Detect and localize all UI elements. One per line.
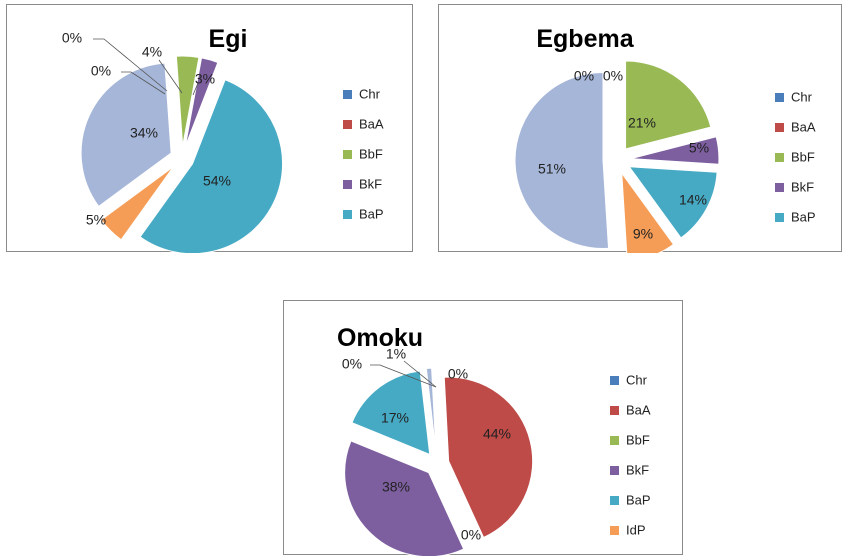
pie-slice-omoku-1 — [443, 376, 534, 539]
data-label-omoku-5: 0% — [448, 366, 468, 382]
legend-swatch-omoku-bap — [610, 496, 619, 505]
legend-swatch-omoku-baa — [610, 406, 619, 415]
data-label-egi-5: 5% — [86, 212, 106, 228]
legend-label-omoku-bap: BaP — [626, 492, 651, 507]
pie-chart-omoku-canvas: Omoku 0% 44% 0% 38% 17% 0% 1% Chr BaA BbF BkF BaP IdP — [337, 324, 651, 556]
chart-title-egbema: Egbema — [536, 25, 634, 53]
legend-swatch-egbema-chr — [775, 93, 784, 102]
legend-swatch-egi-bbf — [343, 150, 352, 159]
data-label-omoku-2: 0% — [461, 527, 481, 543]
legend-swatch-egi-chr — [343, 90, 352, 99]
leader-line-egi-0 — [93, 38, 168, 92]
data-label-egi-1: 0% — [91, 63, 111, 79]
legend-swatch-egi-bap — [343, 210, 352, 219]
legend-swatch-omoku-idp — [610, 526, 619, 535]
data-label-egi-0: 0% — [62, 30, 82, 46]
data-label-omoku-0: 0% — [342, 356, 362, 372]
data-label-egbema-1: 0% — [603, 68, 623, 84]
pie-slice-egbema-3 — [630, 136, 720, 165]
pie-slice-egbema-2 — [625, 60, 712, 150]
pie-chart-egbema-canvas: Egbema 0% 0% 21% 5% 14% 9% 51% Chr BaA BbF BkF BaP — [514, 25, 816, 253]
legend-label-omoku-chr: Chr — [626, 372, 648, 387]
legend-swatch-egbema-bbf — [775, 153, 784, 162]
data-label-egbema-2: 21% — [628, 115, 656, 131]
pie-slice-egbema-5 — [621, 171, 675, 253]
legend-swatch-egbema-baa — [775, 123, 784, 132]
pie-chart-egbema: Egbema 0% 0% 21% 5% 14% 9% 51% Chr BaA BbF BkF BaP — [438, 4, 842, 253]
legend-label-egi-chr: Chr — [359, 86, 381, 101]
pie-chart-omoku: Omoku 0% 44% 0% 38% 17% 0% 1% Chr BaA BbF BkF BaP IdP — [283, 300, 683, 556]
data-label-egi-4: 54% — [203, 173, 231, 189]
leader-line-egi-2 — [158, 59, 183, 94]
data-label-omoku-1: 44% — [483, 426, 511, 442]
pie-chart-egi-canvas: Egi 0% 0% 4% 3% 54% 5% 34% Chr BaA BbF BkF BaP — [62, 25, 384, 253]
pie-slice-egbema-6 — [514, 71, 610, 249]
legend-label-egbema-bap: BaP — [791, 209, 816, 224]
leader-line-omoku-6 — [403, 360, 437, 388]
legend-label-egi-baa: BaA — [359, 116, 384, 131]
legend-label-egbema-chr: Chr — [791, 89, 813, 104]
legend-label-egi-bap: BaP — [359, 206, 384, 221]
data-label-omoku-4: 17% — [381, 410, 409, 426]
pie-slice-egi-2 — [175, 55, 200, 147]
legend-swatch-omoku-bkf — [610, 466, 619, 475]
pie-slice-egi-3 — [184, 57, 219, 147]
legend-label-omoku-bkf: BkF — [626, 462, 649, 477]
chart-title-omoku: Omoku — [337, 324, 423, 352]
data-label-egbema-0: 0% — [574, 68, 594, 84]
legend-label-omoku-idp: IdP — [626, 522, 646, 537]
data-label-omoku-3: 38% — [382, 479, 410, 495]
data-label-egi-2: 4% — [142, 44, 162, 60]
legend-swatch-egbema-bkf — [775, 183, 784, 192]
data-label-egbema-6: 51% — [538, 161, 566, 177]
pie-slice-omoku-3 — [344, 440, 465, 556]
legend-swatch-omoku-chr — [610, 376, 619, 385]
leader-line-omoku-0 — [370, 364, 437, 388]
data-label-egbema-4: 14% — [679, 192, 707, 208]
data-label-egi-3: 3% — [195, 71, 215, 87]
data-label-egi-6: 34% — [130, 125, 158, 141]
legend-swatch-egi-baa — [343, 120, 352, 129]
legend-label-omoku-baa: BaA — [626, 402, 651, 417]
pie-slice-egi-6 — [80, 62, 172, 208]
legend-label-egi-bbf: BbF — [359, 146, 383, 161]
pie-slice-egi-5 — [100, 166, 174, 241]
data-label-omoku-6: 1% — [386, 346, 406, 362]
legend-swatch-egbema-bap — [775, 213, 784, 222]
legend-label-omoku-bbf: BbF — [626, 432, 650, 447]
legend-label-egbema-bbf: BbF — [791, 149, 815, 164]
leader-line-egi-3 — [192, 82, 199, 96]
legend-swatch-egi-bkf — [343, 180, 352, 189]
data-label-egbema-3: 5% — [689, 140, 709, 156]
pie-slice-egi-4 — [139, 79, 284, 253]
leader-line-egi-1 — [121, 71, 166, 95]
pie-slice-omoku-6 — [425, 367, 437, 453]
pie-slice-egbema-4 — [628, 166, 718, 239]
legend-swatch-omoku-bbf — [610, 436, 619, 445]
chart-title-egi: Egi — [209, 25, 248, 53]
pie-slice-omoku-4 — [351, 370, 431, 456]
pie-chart-egi: Egi 0% 0% 4% 3% 54% 5% 34% Chr BaA BbF BkF BaP — [6, 4, 413, 253]
legend-label-egi-bkf: BkF — [359, 176, 382, 191]
legend-label-egbema-bkf: BkF — [791, 179, 814, 194]
data-label-egbema-5: 9% — [633, 226, 653, 242]
legend-label-egbema-baa: BaA — [791, 119, 816, 134]
